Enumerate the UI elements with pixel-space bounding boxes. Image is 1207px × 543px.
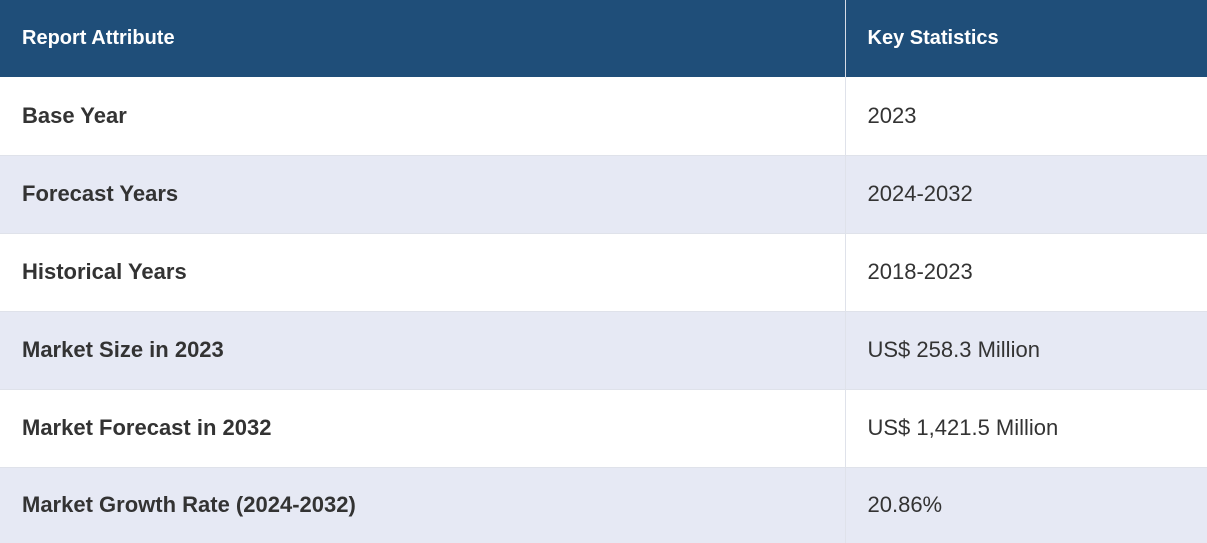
table-header: Report Attribute Key Statistics [0,0,1207,77]
table-header-row: Report Attribute Key Statistics [0,0,1207,77]
row-attribute-historical-years: Historical Years [22,259,187,284]
table-row: Forecast Years 2024-2032 [0,155,1207,233]
row-attribute-market-forecast: Market Forecast in 2032 [22,415,272,440]
header-key-statistics: Key Statistics [844,0,1207,77]
row-value-historical-years: 2018-2023 [844,233,1207,311]
table-body: Base Year 2023 Forecast Years 2024-2032 … [0,77,1207,543]
row-value-forecast-years: 2024-2032 [844,155,1207,233]
table-row: Market Size in 2023 US$ 258.3 Million [0,311,1207,389]
row-attribute-growth-rate: Market Growth Rate (2024-2032) [22,492,356,518]
table-row: Historical Years 2018-2023 [0,233,1207,311]
header-report-attribute: Report Attribute [22,27,175,49]
row-value-market-size: US$ 258.3 Million [844,311,1207,389]
row-attribute-base-year: Base Year [22,102,127,128]
table-row: Market Growth Rate (2024-2032) 20.86% [0,467,1207,543]
row-attribute-forecast-years: Forecast Years [22,181,179,206]
row-attribute-market-size: Market Size in 2023 [22,337,224,362]
table-row: Market Forecast in 2032 US$ 1,421.5 Mill… [0,389,1207,467]
table-row: Base Year 2023 [0,77,1207,155]
row-value-market-forecast: US$ 1,421.5 Million [844,389,1207,467]
row-value-growth-rate: 20.86% [844,467,1207,543]
row-value-base-year: 2023 [844,77,1207,155]
